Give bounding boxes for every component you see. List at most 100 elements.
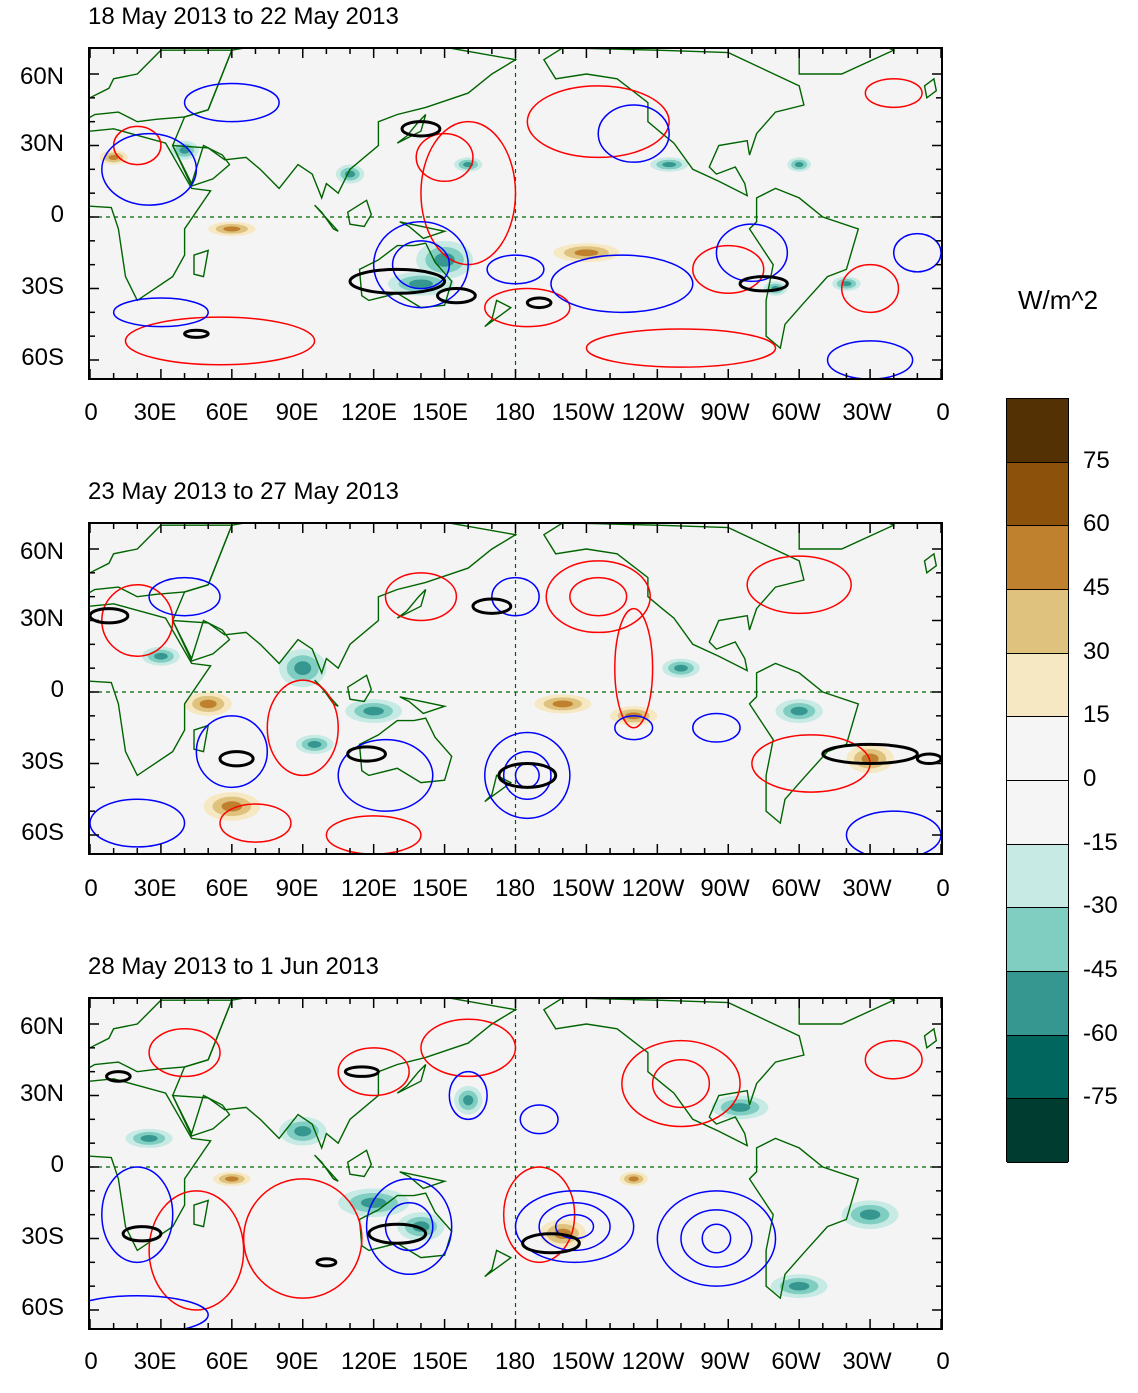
coastline <box>171 1094 231 1137</box>
coastline <box>358 242 453 309</box>
anomaly-shading <box>574 249 599 257</box>
lon-label: 90E <box>275 875 319 902</box>
lon-label: 120E <box>340 875 398 902</box>
significance-contour <box>105 1070 132 1083</box>
negative-contour <box>892 232 941 273</box>
lon-label: 0 <box>84 1348 98 1375</box>
lon-label: 60E <box>205 1348 249 1375</box>
positive-contour <box>266 679 339 777</box>
coastline <box>396 114 427 144</box>
map-panel-2 <box>88 522 943 855</box>
coastline <box>748 662 860 825</box>
colorbar-label: -75 <box>1083 1083 1118 1111</box>
map-panel-1 <box>88 47 943 380</box>
anomaly-shading <box>199 699 217 709</box>
significance-contour <box>315 1257 338 1268</box>
colorbar-label: -15 <box>1083 828 1118 856</box>
anomaly-shading <box>552 700 573 708</box>
positive-contour <box>864 78 923 109</box>
panel-2-title: 23 May 2013 to 27 May 2013 <box>88 478 399 505</box>
coastline <box>346 1149 373 1178</box>
lat-label: 30N <box>19 1080 64 1107</box>
positive-contour <box>840 263 900 314</box>
negative-contour <box>845 810 941 853</box>
coastline <box>399 221 448 240</box>
positive-contour <box>526 85 670 159</box>
positive-contour <box>148 1190 245 1311</box>
lon-label: 90W <box>700 399 750 426</box>
lon-label: 90W <box>700 1348 750 1375</box>
anomaly-shading <box>788 1281 810 1291</box>
anomaly-shading <box>363 706 384 716</box>
coastline <box>484 299 513 328</box>
colorbar-swatch <box>1007 526 1068 590</box>
coastline <box>542 524 805 672</box>
positive-contour <box>585 328 777 368</box>
coastline <box>396 1064 427 1094</box>
lon-label: 0 <box>84 875 98 902</box>
colorbar-swatch <box>1007 462 1068 527</box>
lat-label: 60S <box>21 344 64 371</box>
positive-contour <box>614 607 654 729</box>
coastline <box>193 1199 210 1228</box>
lon-label: 0 <box>936 1348 950 1375</box>
negative-contour <box>491 576 540 617</box>
lon-label: 120E <box>340 1348 398 1375</box>
coastline <box>542 999 805 1147</box>
negative-contour <box>337 738 434 812</box>
significance-contour <box>90 607 130 625</box>
positive-contour <box>420 1018 517 1078</box>
significance-contour <box>497 762 558 789</box>
anomaly-shading <box>294 1126 312 1137</box>
coastline <box>923 1027 938 1050</box>
lat-label: 30S <box>21 1223 64 1250</box>
negative-contour <box>538 1202 611 1252</box>
lat-label: 0 <box>50 676 64 703</box>
lon-label: 30E <box>133 399 177 426</box>
coastline <box>90 603 212 777</box>
lon-label: 60W <box>771 875 821 902</box>
anomaly-shading <box>859 1209 881 1220</box>
colorbar-swatch <box>1007 399 1068 463</box>
colorbar-label: 75 <box>1083 446 1110 474</box>
coastline <box>346 674 373 703</box>
positive-contour <box>124 316 316 366</box>
colorbar-label: 30 <box>1083 637 1110 665</box>
significance-contour <box>400 120 442 138</box>
significance-contour <box>348 267 447 295</box>
colorbar-swatch <box>1007 590 1068 654</box>
coastline <box>171 999 518 1150</box>
colorbar-swatch <box>1007 717 1068 781</box>
negative-contour <box>502 750 552 801</box>
significance-contour <box>915 752 941 765</box>
lon-label: 90E <box>275 1348 319 1375</box>
anomaly-shading <box>223 226 241 232</box>
positive-contour <box>325 815 422 853</box>
anomaly-shading <box>790 706 808 716</box>
negative-contour <box>656 1190 777 1287</box>
colorbar <box>1006 398 1069 1163</box>
coastline <box>346 199 373 228</box>
positive-contour <box>219 803 292 843</box>
significance-contour <box>738 275 789 293</box>
lon-label: 0 <box>936 875 950 902</box>
anomaly-shading <box>294 661 312 676</box>
lon-label: 180 <box>494 1348 536 1375</box>
negative-contour <box>597 104 670 163</box>
colorbar-swatch <box>1007 908 1068 972</box>
anomaly-shading <box>794 161 804 168</box>
lat-label: 30S <box>21 748 64 775</box>
lon-label: 120W <box>621 399 685 426</box>
coastline <box>171 49 518 200</box>
positive-contour <box>621 1039 741 1128</box>
negative-contour <box>195 715 269 789</box>
negative-contour <box>826 340 914 378</box>
lat-label: 30N <box>19 605 64 632</box>
anomaly-shading <box>221 801 243 812</box>
lon-label: 30W <box>842 1348 892 1375</box>
negative-contour <box>90 1294 209 1328</box>
coastline <box>748 1137 860 1300</box>
positive-contour <box>242 1178 363 1299</box>
positive-contour <box>384 572 458 622</box>
positive-contour <box>415 132 474 182</box>
